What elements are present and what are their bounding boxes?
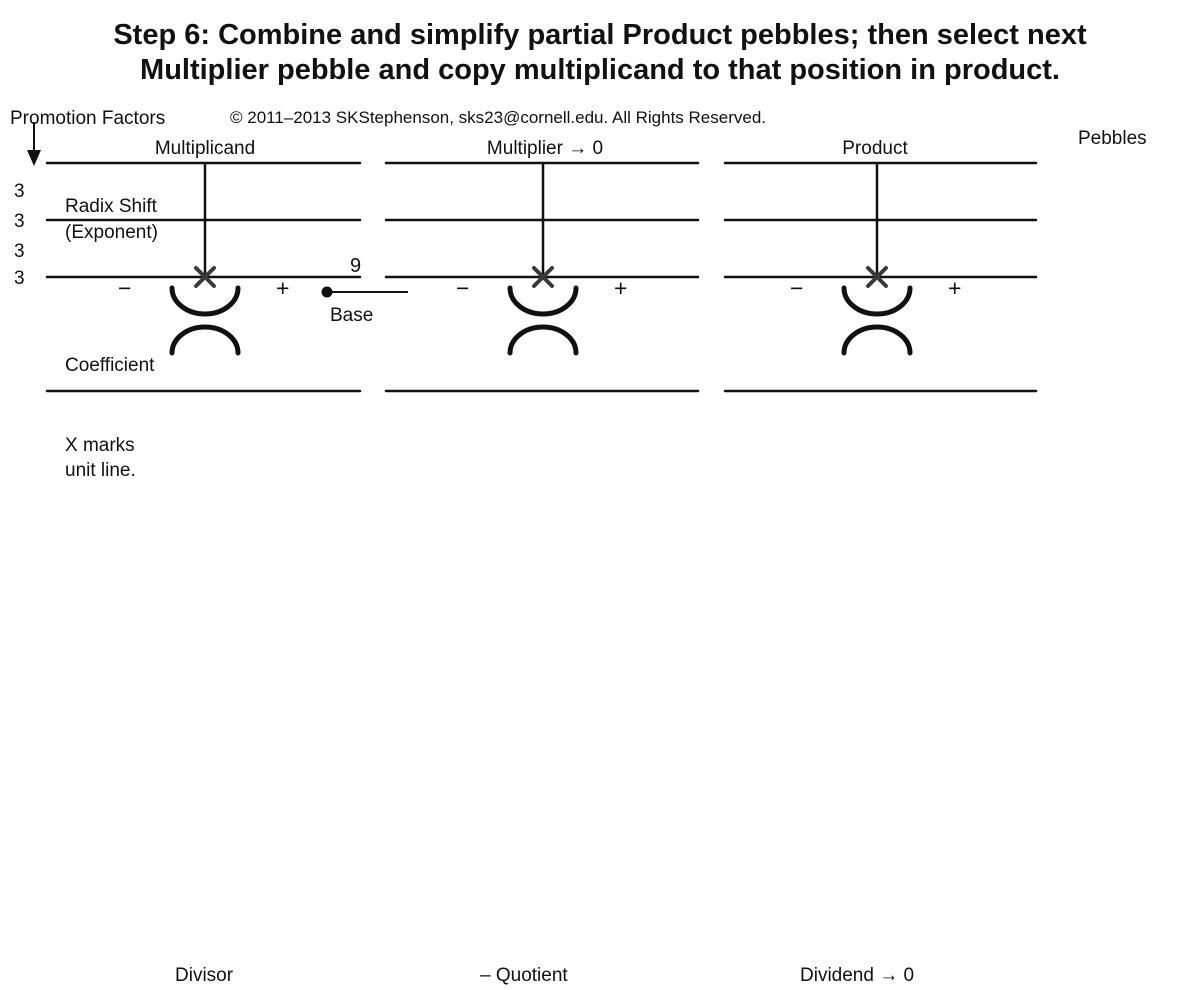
svg-text:3: 3	[14, 268, 25, 289]
svg-text:3: 3	[14, 241, 25, 262]
svg-text:+: +	[948, 275, 961, 301]
svg-text:+: +	[614, 275, 627, 301]
svg-text:−: −	[118, 275, 131, 301]
svg-text:9: 9	[350, 255, 361, 277]
svg-text:+: +	[276, 275, 289, 301]
svg-text:−: −	[790, 275, 803, 301]
svg-text:−: −	[456, 275, 469, 301]
svg-text:3: 3	[14, 181, 25, 202]
svg-text:3: 3	[14, 211, 25, 232]
